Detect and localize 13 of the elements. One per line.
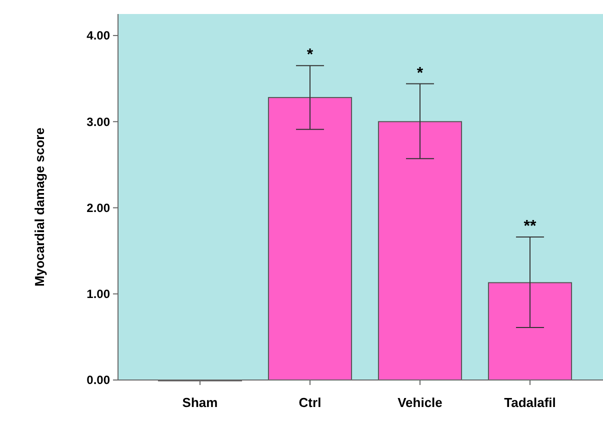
y-tick-label: 3.00 — [86, 114, 110, 129]
x-tick-label: Ctrl — [298, 395, 322, 410]
annotation: ** — [524, 218, 537, 236]
x-tick-label: Tadalafil — [504, 395, 556, 410]
annotation: * — [306, 46, 314, 64]
x-tick-label: Sham — [182, 395, 218, 410]
y-tick-label: 1.00 — [86, 287, 110, 302]
y-tick-label: 2.00 — [86, 200, 110, 215]
y-tick-label: 4.00 — [86, 28, 110, 43]
y-tick-label: 0.00 — [86, 373, 110, 388]
x-tick-label: Vehicle — [398, 395, 442, 410]
annotation: * — [416, 64, 424, 82]
y-axis-title: Myocardial damage score — [32, 128, 47, 286]
